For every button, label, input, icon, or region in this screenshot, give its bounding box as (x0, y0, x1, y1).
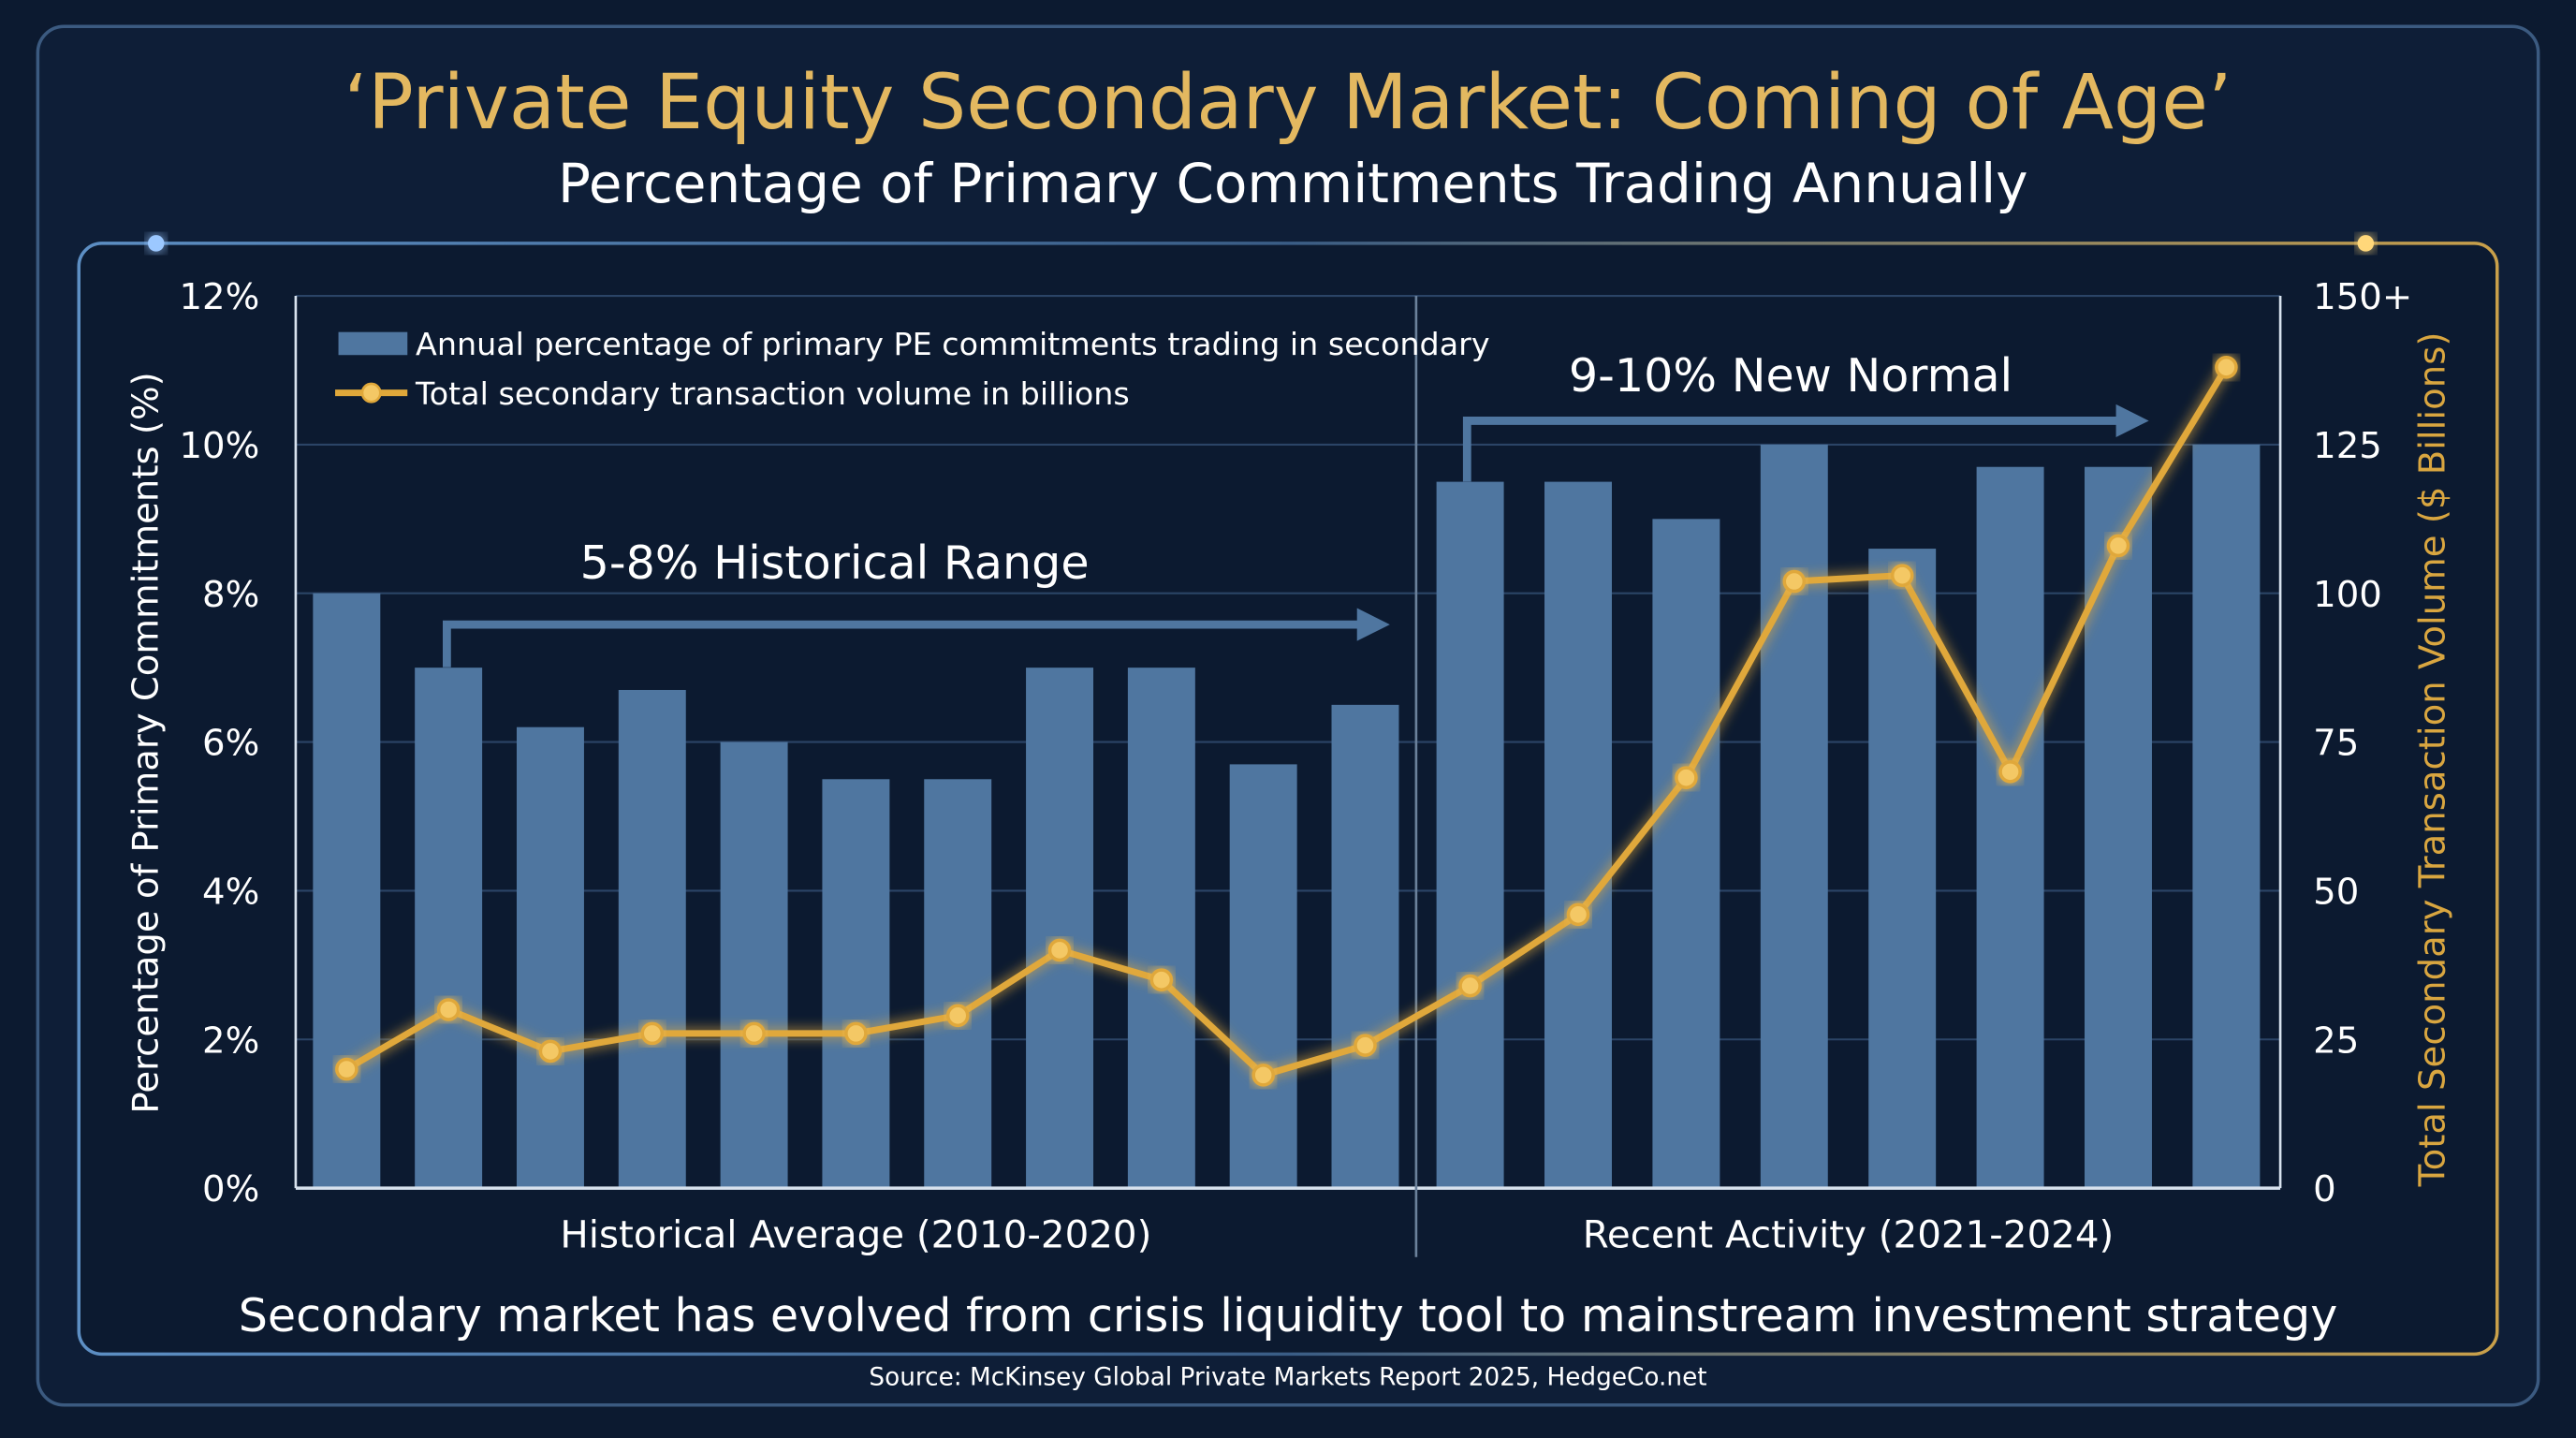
y-tick-label: 2% (202, 1020, 259, 1062)
y-ticks-right: 0 25 50 75 100 125 150+ (2313, 276, 2412, 1211)
y-tick-label: 4% (202, 871, 259, 913)
line-point (1047, 938, 1072, 962)
bar (618, 689, 686, 1189)
group-label-historical: Historical Average (2010-2020) (560, 1212, 1151, 1256)
y2-tick-label: 25 (2313, 1020, 2359, 1062)
legend-label-bar: Annual percentage of primary PE commitme… (416, 326, 1490, 362)
bar (1229, 764, 1297, 1189)
line-point (2215, 356, 2238, 379)
bar (415, 668, 483, 1189)
line-point (1675, 766, 1698, 789)
bar (822, 779, 890, 1189)
line-point (844, 1021, 868, 1046)
bar (2192, 444, 2261, 1189)
bar (1652, 519, 1720, 1189)
line-series (335, 356, 2238, 1087)
bar (516, 726, 584, 1189)
bar (720, 741, 788, 1189)
legend: Annual percentage of primary PE commitme… (335, 326, 1490, 412)
y-ticks-left: 0% 2% 4% 6% 8% 10% 12% (179, 276, 259, 1211)
line-point (1566, 902, 1590, 927)
line-point (1458, 974, 1482, 998)
line-point (1890, 564, 1914, 587)
line-point (1782, 569, 1807, 594)
y2-axis-label: Total Secondary Transaction Volume ($ Bi… (2412, 332, 2454, 1188)
y-axis-label: Percentage of Primary Commitments (%) (124, 372, 167, 1113)
line-point (1149, 968, 1174, 991)
line-point (640, 1021, 665, 1046)
y-tick-label: 12% (179, 276, 259, 318)
y2-tick-label: 50 (2313, 871, 2359, 913)
line-point (1998, 760, 2022, 784)
annotation-new-normal: 9-10% New Normal (1569, 348, 2012, 403)
line-point (945, 1004, 970, 1028)
annotation-historical-range: 5-8% Historical Range (580, 536, 1090, 590)
bar (1868, 549, 1937, 1189)
line-point (436, 998, 461, 1021)
historical-range-arrow (443, 608, 1390, 668)
bar (1331, 704, 1399, 1189)
y-tick-label: 8% (202, 574, 259, 616)
group-label-recent: Recent Activity (2021-2024) (1583, 1212, 2115, 1256)
y2-tick-label: 0 (2313, 1168, 2336, 1211)
y-tick-label: 0% (202, 1168, 259, 1211)
legend-label-line: Total secondary transaction volume in bi… (415, 375, 1130, 412)
y2-tick-label: 150+ (2313, 276, 2412, 318)
y-tick-label: 6% (202, 723, 259, 765)
y2-tick-label: 75 (2313, 723, 2359, 765)
line-point (2106, 534, 2130, 558)
bar (1760, 444, 1828, 1189)
legend-swatch-bar (338, 331, 408, 356)
line-point (538, 1039, 563, 1064)
line-point (1354, 1034, 1377, 1057)
y2-tick-label: 100 (2313, 574, 2382, 616)
source: Source: McKinsey Global Private Markets … (869, 1364, 1706, 1392)
bar (313, 593, 381, 1189)
caption: Secondary market has evolved from crisis… (239, 1288, 2338, 1343)
bar (2085, 466, 2152, 1189)
bar (924, 779, 992, 1189)
y-tick-label: 10% (179, 425, 259, 467)
line-point (335, 1057, 359, 1081)
bar (1026, 668, 1094, 1189)
line-point (742, 1021, 766, 1046)
bar (1436, 481, 1504, 1189)
new-normal-arrow (1462, 404, 2149, 482)
bar (1544, 481, 1612, 1189)
y2-tick-label: 125 (2313, 425, 2382, 467)
chart-subtitle: Percentage of Primary Commitments Tradin… (558, 152, 2028, 215)
bar (1976, 466, 2044, 1189)
bar (1127, 668, 1195, 1189)
chart-title: ‘Private Equity Secondary Market: Coming… (344, 59, 2232, 147)
bar-series (313, 444, 2261, 1189)
line-point (1251, 1064, 1275, 1087)
